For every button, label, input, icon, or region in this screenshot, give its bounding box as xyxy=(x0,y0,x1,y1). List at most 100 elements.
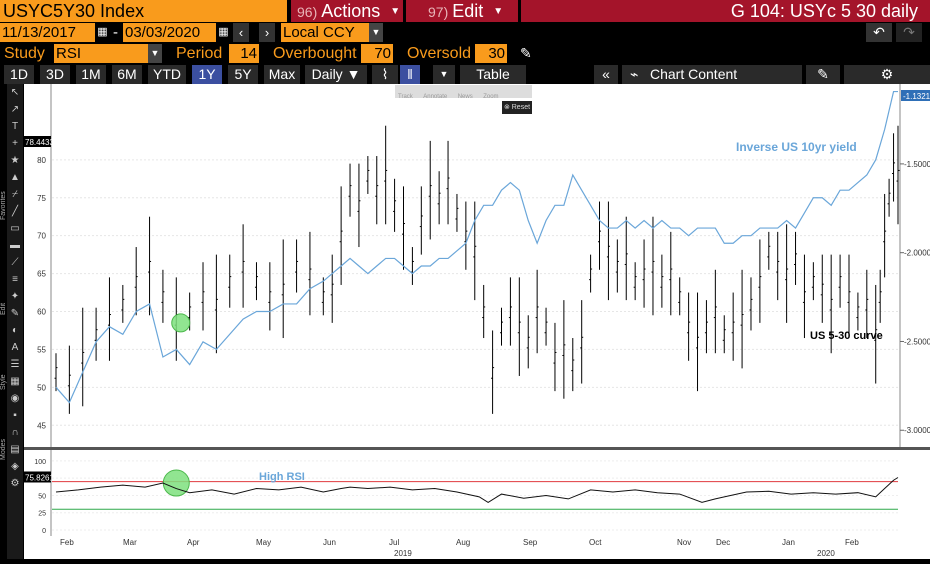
style-label: Style xyxy=(0,374,7,390)
x-axis-panel: Feb Mar Apr May Jun Jul Aug Sep Oct Nov Dec Jan Feb 2… xyxy=(24,536,930,559)
caret-down-icon: ▼ xyxy=(390,6,401,17)
mode-icon[interactable]: ◈ xyxy=(11,461,19,472)
fib-icon[interactable]: ≡ xyxy=(12,274,18,285)
calendar-icon[interactable]: ▦ xyxy=(217,23,230,42)
x-tick-label: Mar xyxy=(123,538,137,547)
table-button[interactable]: Table xyxy=(460,65,526,84)
range-5y-button[interactable]: 5Y xyxy=(228,65,258,84)
range-max-button[interactable]: Max xyxy=(264,65,300,84)
shape-icon[interactable]: ▭ xyxy=(10,223,20,234)
actions-menu[interactable]: 96) Actions ▼ xyxy=(291,0,403,22)
gear-icon[interactable]: ⚙ xyxy=(844,65,930,84)
text-icon[interactable]: T xyxy=(11,121,19,132)
annotate-tool[interactable]: Annotate xyxy=(423,94,448,100)
range-3d-button[interactable]: 3D xyxy=(40,65,70,84)
cursor-icon[interactable]: ↖ xyxy=(10,87,20,98)
study-label: Study xyxy=(4,45,45,62)
highlight-circle xyxy=(171,313,191,333)
arrow-icon[interactable]: ↗ xyxy=(10,104,20,115)
x-tick-label: Apr xyxy=(187,538,200,547)
brush-icon[interactable]: ⌿ xyxy=(12,189,18,200)
magnet-icon[interactable]: ∩ xyxy=(11,427,19,438)
eye-icon[interactable]: ◉ xyxy=(10,393,20,404)
chevron-down-icon[interactable]: ▼ xyxy=(433,65,455,84)
oversold-input[interactable]: 30 xyxy=(475,44,507,63)
caret-down-icon: ▼ xyxy=(493,6,504,17)
study-row: Study RSI ▼ Period 14 Overbought 70 Over… xyxy=(0,44,930,64)
pin-icon[interactable]: ✦ xyxy=(10,291,20,302)
layers-icon[interactable]: ☰ xyxy=(10,359,20,370)
y-tick-label: 55 xyxy=(37,345,46,354)
y-tick-label: 50 xyxy=(37,383,46,392)
x-year-label: 2019 xyxy=(394,549,412,558)
edit-menu[interactable]: 97) Edit ▼ xyxy=(406,0,518,22)
undo-icon[interactable]: ↶ xyxy=(866,23,892,42)
range-6m-button[interactable]: 6M xyxy=(112,65,142,84)
color-icon[interactable]: ◐ xyxy=(11,325,19,336)
settings-icon[interactable]: ⚙ xyxy=(10,478,20,489)
left-last-value: 78.4433 xyxy=(25,138,54,147)
end-date-input[interactable]: 03/03/2020 xyxy=(123,23,216,42)
ruler-icon[interactable]: ▬ xyxy=(10,240,20,251)
y-tick-label: 80 xyxy=(37,156,46,165)
range-1y-button[interactable]: 1Y xyxy=(192,65,222,84)
annotation-inverse-yield: Inverse US 10yr yield xyxy=(736,140,857,154)
study-select[interactable]: RSI xyxy=(54,44,148,63)
line-icon[interactable]: ╱ xyxy=(11,206,19,217)
news-tool[interactable]: News xyxy=(457,94,473,100)
panel-divider[interactable] xyxy=(24,447,930,451)
next-period-button[interactable]: › xyxy=(259,23,275,42)
tag-icon[interactable]: ▲ xyxy=(10,172,20,183)
rsi-last-value-bg xyxy=(24,471,51,483)
x-tick-label: Feb xyxy=(845,538,859,547)
drawing-toolbar: ↖ ↗ T + ★ ▲ ⌿ ╱ ▭ ▬ ⟋ ≡ ✦ ✎ ◐ A ☰ ▦ ◉ ▪ … xyxy=(7,84,23,559)
range-1m-button[interactable]: 1M xyxy=(76,65,106,84)
note-icon[interactable]: ✎ xyxy=(10,308,20,319)
calendar-icon[interactable]: ▦ xyxy=(96,23,109,42)
chart-content-button[interactable]: ⌁ Chart Content xyxy=(622,65,802,84)
rsi-tick-label: 0 xyxy=(42,528,46,535)
period-input[interactable]: 14 xyxy=(229,44,259,63)
prev-period-button[interactable]: ‹ xyxy=(233,23,249,42)
reset-button[interactable]: ⊗ Reset xyxy=(502,101,532,114)
main-chart-panel[interactable]: 45 50 55 60 65 70 75 80 -1.5000 -2.0000 -2.5000 -3.… xyxy=(24,84,930,448)
date-separator: - xyxy=(113,24,118,41)
range-1d-button[interactable]: 1D xyxy=(4,65,34,84)
redo-icon[interactable]: ↷ xyxy=(896,23,922,42)
grid-icon[interactable]: ▦ xyxy=(10,376,20,387)
currency-select[interactable]: Local CCY xyxy=(281,23,369,42)
crosshair-icon[interactable]: + xyxy=(12,138,18,149)
right-last-value: -1.1321 xyxy=(903,92,930,101)
pencil-icon[interactable]: ✎ xyxy=(520,45,532,61)
chevron-down-icon[interactable]: ▼ xyxy=(369,23,383,42)
annotation-high-rsi: High RSI xyxy=(259,471,305,483)
edit-chart-icon[interactable]: ✎ xyxy=(806,65,840,84)
y-tick-label: 75 xyxy=(37,194,46,203)
x-tick-label: Aug xyxy=(456,538,470,547)
lock-icon[interactable]: ▪ xyxy=(13,410,17,421)
chevron-down-icon[interactable]: ▼ xyxy=(148,44,162,63)
interval-select[interactable]: Daily ▼ xyxy=(305,65,367,84)
star-icon[interactable]: ★ xyxy=(10,155,20,166)
collapse-icon[interactable]: « xyxy=(594,65,618,84)
ticker-field[interactable]: USYC5Y30 Index xyxy=(0,0,287,22)
trash-icon[interactable]: ▤ xyxy=(10,444,20,455)
date-row: 11/13/2017 ▦ - 03/03/2020 ▦ ‹ › Local CC… xyxy=(0,23,930,43)
track-tool[interactable]: Track xyxy=(398,94,413,100)
line-chart-icon[interactable]: ⌇ xyxy=(372,65,398,84)
range-ytd-button[interactable]: YTD xyxy=(148,65,186,84)
period-label: Period xyxy=(176,45,223,62)
overbought-label: Overbought xyxy=(273,45,357,62)
zoom-tool[interactable]: Zoom xyxy=(483,94,499,100)
overbought-input[interactable]: 70 xyxy=(361,44,393,63)
series-line-inverse-yield xyxy=(55,90,898,404)
start-date-input[interactable]: 11/13/2017 xyxy=(0,23,95,42)
bar-chart-icon[interactable]: ‖ xyxy=(400,65,420,84)
font-icon[interactable]: A xyxy=(11,342,19,353)
draw-icon[interactable]: ⟋ xyxy=(11,257,19,268)
right-tick-label: -2.5000 xyxy=(904,337,930,346)
title-bar: USYC5Y30 Index 96) Actions ▼ 97) Edit ▼ G 10… xyxy=(0,0,930,22)
rsi-highlight-circle xyxy=(162,469,190,497)
